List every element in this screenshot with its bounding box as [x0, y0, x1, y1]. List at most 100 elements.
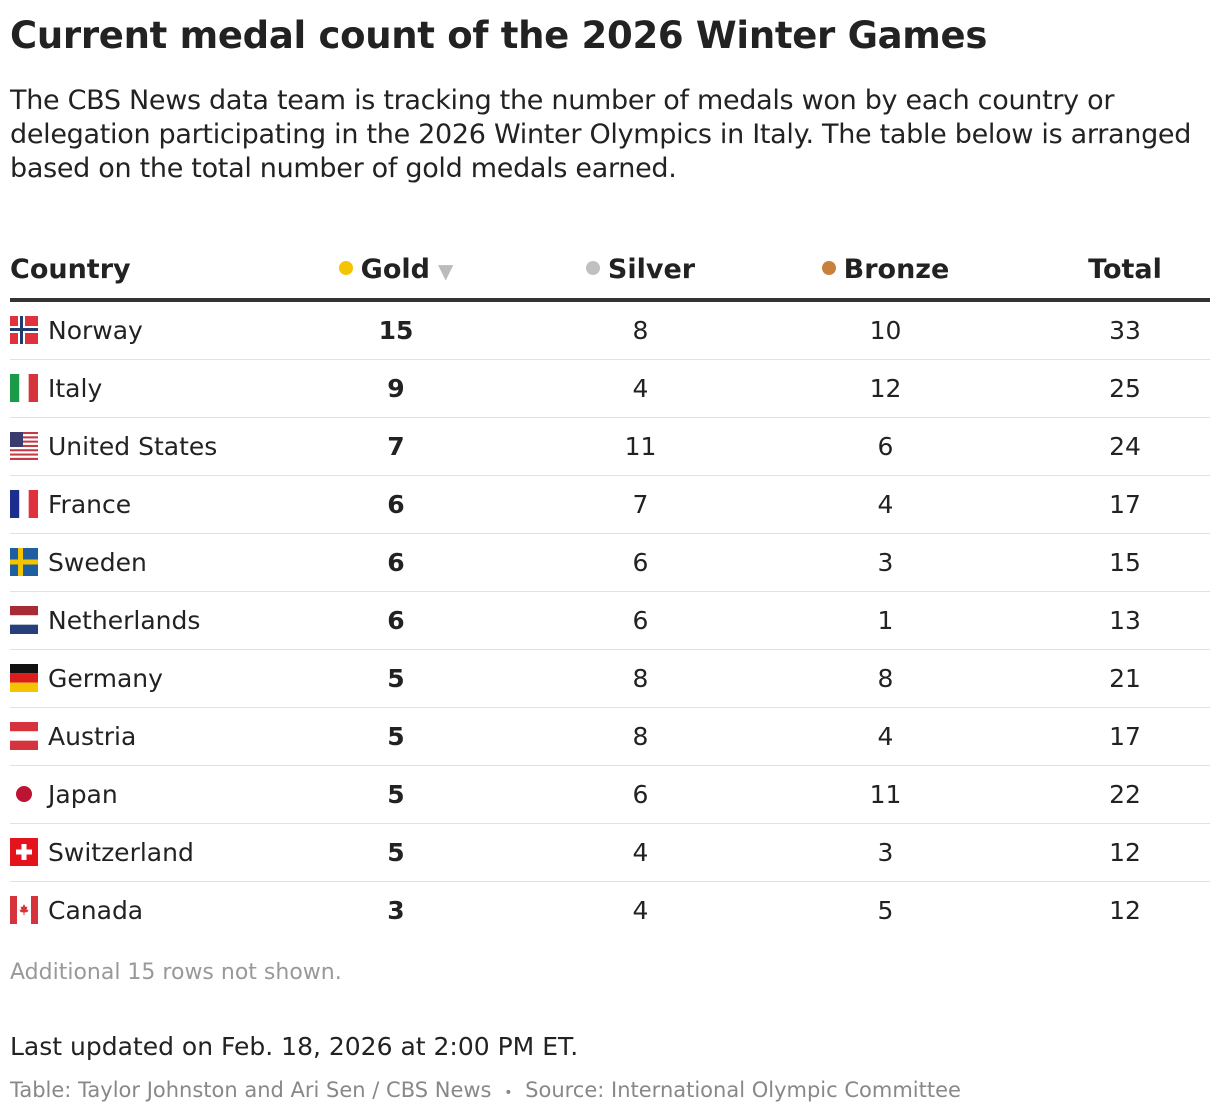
bronze-count: 10 [763, 300, 1008, 360]
table-row: United States 7 11 6 24 [10, 417, 1210, 476]
canada-flag-icon [10, 895, 38, 924]
last-updated: Last updated on Feb. 18, 2026 at 2:00 PM… [10, 1032, 579, 1061]
silver-count: 4 [518, 823, 763, 882]
gold-dot-icon [338, 261, 353, 275]
country-name: Netherlands [48, 605, 201, 635]
silver-count: 8 [518, 707, 763, 766]
total-count: 12 [1008, 823, 1210, 882]
total-count: 33 [1008, 300, 1210, 360]
header-silver-label: Silver [607, 253, 696, 285]
silver-count: 11 [518, 417, 763, 476]
credits: Table: Taylor Johnston and Ari Sen / CBS… [10, 1078, 961, 1102]
table-header: Country Gold ▼ Silver Bronze Total [10, 240, 1210, 302]
country-name: United States [48, 431, 218, 461]
bronze-count: 4 [763, 707, 1008, 766]
header-country[interactable]: Country [10, 240, 274, 302]
gold-count: 6 [274, 591, 518, 650]
header-total-label: Total [1088, 253, 1162, 285]
medal-table: Country Gold ▼ Silver Bronze Total Norway… [10, 240, 1210, 939]
page-title: Current medal count of the 2026 Winter G… [10, 14, 988, 57]
header-bronze[interactable]: Bronze [763, 240, 1008, 302]
gold-count: 6 [274, 475, 518, 534]
silver-count: 8 [518, 649, 763, 708]
country-cell: Japan [10, 765, 274, 824]
bronze-count: 5 [877, 896, 894, 925]
table-row: Norway 15 8 10 33 [10, 300, 1210, 360]
gold-count: 5 [274, 823, 518, 882]
country-cell: Germany [10, 649, 274, 708]
country-name: Switzerland [48, 837, 194, 867]
table-row: Italy 9 4 12 25 [10, 359, 1210, 418]
bronze-dot-icon [821, 261, 836, 275]
country-cell: Switzerland [10, 823, 274, 882]
silver-count: 6 [518, 765, 763, 824]
country-name: Italy [48, 373, 103, 403]
silver-dot-icon [585, 261, 600, 275]
bronze-count: 3 [763, 823, 1008, 882]
country-name: Germany [48, 663, 163, 693]
table-row: Japan 5 6 11 22 [10, 765, 1210, 824]
bronze-count: 11 [763, 765, 1008, 824]
bronze-count: 3 [763, 533, 1008, 592]
netherlands-flag-icon [10, 605, 38, 634]
country-name: Japan [48, 779, 118, 809]
separator: • [504, 1085, 513, 1101]
table-row: Switzerland 5 4 3 12 [10, 823, 1210, 882]
country-name: Sweden [48, 547, 147, 577]
gold-count: 5 [274, 649, 518, 708]
gold-count: 9 [274, 359, 518, 418]
header-silver[interactable]: Silver [518, 240, 763, 302]
country-name: Norway [48, 315, 143, 345]
gold-count: 5 [274, 707, 518, 766]
bronze-count: 12 [763, 359, 1008, 418]
silver-count: 6 [518, 533, 763, 592]
country-cell: Italy [10, 359, 274, 418]
bronze-count: 6 [763, 417, 1008, 476]
country-name: Austria [48, 721, 137, 751]
country-name: Canada [48, 895, 144, 925]
header-gold-label: Gold [360, 253, 430, 285]
table-row: Netherlands 6 6 1 13 [10, 591, 1210, 650]
gold-count: 3 [387, 896, 405, 925]
header-total[interactable]: Total [1008, 240, 1210, 302]
silver-count: 4 [518, 359, 763, 418]
bronze-count: 4 [763, 475, 1008, 534]
total-count: 24 [1008, 417, 1210, 476]
bronze-count: 8 [763, 649, 1008, 708]
country-cell: Sweden [10, 533, 274, 592]
total-count: 21 [1008, 649, 1210, 708]
italy-flag-icon [10, 373, 38, 402]
rows-hidden-note: Additional 15 rows not shown. [10, 960, 342, 985]
silver-count: 6 [518, 591, 763, 650]
header-bronze-label: Bronze [843, 253, 950, 285]
total-count: 12 [1109, 896, 1141, 925]
gold-count: 5 [274, 765, 518, 824]
silver-count: 7 [518, 475, 763, 534]
gold-count: 7 [274, 417, 518, 476]
total-count: 25 [1008, 359, 1210, 418]
table-row: Germany 5 8 8 21 [10, 649, 1210, 708]
table-row: Canada 3 4 5 12 [10, 882, 1210, 940]
source-text: Source: International Olympic Committee [525, 1078, 961, 1102]
country-name: France [48, 489, 132, 519]
country-cell: Netherlands [10, 591, 274, 650]
sweden-flag-icon [10, 547, 38, 576]
total-count: 17 [1008, 707, 1210, 766]
silver-count: 4 [632, 896, 649, 925]
header-gold[interactable]: Gold ▼ [274, 240, 518, 302]
france-flag-icon [10, 489, 38, 518]
silver-count: 8 [518, 300, 763, 360]
bronze-count: 1 [763, 591, 1008, 650]
description: The CBS News data team is tracking the n… [10, 85, 1192, 184]
credit-text: Table: Taylor Johnston and Ari Sen / CBS… [10, 1078, 492, 1102]
table-row: Sweden 6 6 3 15 [10, 533, 1210, 592]
switzerland-flag-icon [10, 837, 38, 866]
sort-desc-icon: ▼ [437, 258, 454, 283]
total-count: 22 [1008, 765, 1210, 824]
table-row: France 6 7 4 17 [10, 475, 1210, 534]
usa-flag-icon [10, 431, 38, 460]
total-count: 13 [1008, 591, 1210, 650]
germany-flag-icon [10, 663, 38, 692]
gold-count: 6 [274, 533, 518, 592]
total-count: 17 [1008, 475, 1210, 534]
